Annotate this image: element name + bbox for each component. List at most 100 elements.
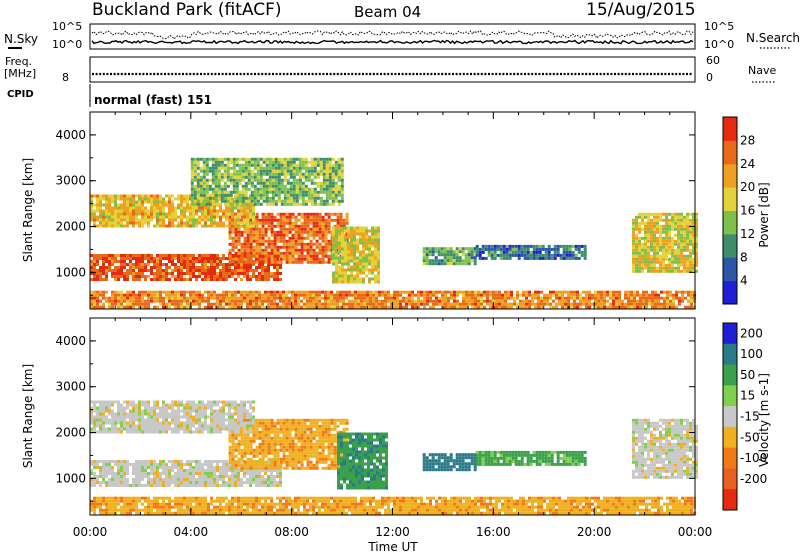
heatmap-cell <box>327 260 331 264</box>
heatmap-cell <box>138 203 141 207</box>
heatmap-cell <box>318 299 321 303</box>
heatmap-cell <box>505 250 509 254</box>
heatmap-cell <box>523 247 527 251</box>
heatmap-cell <box>537 302 540 306</box>
heatmap-cell <box>237 475 240 478</box>
heatmap-cell <box>219 272 222 275</box>
heatmap-cell <box>507 290 510 294</box>
heatmap-cell <box>285 293 288 297</box>
heatmap-cell <box>313 166 317 170</box>
heatmap-cell <box>285 248 289 252</box>
heatmap-cell <box>186 194 189 198</box>
heatmap-cell <box>93 254 96 257</box>
heatmap-cell <box>273 272 276 275</box>
heatmap-cell <box>222 475 225 478</box>
heatmap-cell <box>522 302 525 306</box>
heatmap-cell <box>129 221 132 225</box>
heatmap-cell <box>294 248 298 252</box>
heatmap-cell <box>690 302 693 306</box>
heatmap-cell <box>147 218 150 222</box>
heatmap-cell <box>288 251 292 255</box>
heatmap-cell <box>282 305 285 309</box>
heatmap-cell <box>280 169 284 173</box>
heatmap-cell <box>138 206 141 210</box>
heatmap-cell <box>464 256 468 260</box>
heatmap-cell <box>217 202 221 206</box>
heatmap-cell <box>165 305 168 309</box>
heatmap-cell <box>111 460 114 463</box>
heatmap-cell <box>249 203 252 207</box>
heatmap-cell <box>347 277 350 281</box>
heatmap-cell <box>189 290 192 294</box>
heatmap-cell <box>126 302 129 306</box>
heatmap-cell <box>662 239 665 243</box>
heatmap-cell <box>159 203 162 207</box>
heatmap-cell <box>210 263 213 266</box>
heatmap-cell <box>334 175 338 179</box>
heatmap-cell <box>307 178 311 182</box>
heatmap-cell <box>565 247 569 251</box>
heatmap-cell <box>267 475 270 478</box>
heatmap-cell <box>276 254 280 258</box>
heatmap-cell <box>105 299 108 303</box>
heatmap-cell <box>274 190 278 194</box>
heatmap-cell <box>201 254 204 257</box>
heatmap-cell <box>683 227 686 231</box>
heatmap-cell <box>144 254 147 257</box>
heatmap-cell <box>283 199 287 203</box>
heatmap-cell <box>189 263 192 266</box>
heatmap-cell <box>189 460 192 463</box>
heatmap-cell <box>96 224 99 228</box>
heatmap-cell <box>665 230 668 234</box>
heatmap-cell <box>347 235 350 239</box>
heatmap-cell <box>183 484 186 487</box>
heatmap-cell <box>689 254 692 258</box>
heatmap-cell <box>668 248 671 252</box>
heatmap-cell <box>583 247 587 251</box>
heatmap-cell <box>237 472 240 475</box>
heatmap-cell <box>93 472 96 475</box>
heatmap-cell <box>335 262 338 266</box>
heatmap-cell <box>668 221 671 225</box>
heatmap-cell <box>556 250 560 254</box>
heatmap-cell <box>108 472 111 475</box>
heatmap-cell <box>204 296 207 300</box>
heatmap-cell <box>467 253 471 257</box>
heatmap-cell <box>129 200 132 204</box>
heatmap-cell <box>231 239 235 243</box>
heatmap-cell <box>153 200 156 204</box>
heatmap-cell <box>232 190 236 194</box>
heatmap-cell <box>285 215 289 219</box>
heatmap-cell <box>228 451 232 455</box>
heatmap-cell <box>645 302 648 306</box>
heatmap-cell <box>99 466 102 469</box>
heatmap-cell <box>686 233 689 237</box>
heatmap-cell <box>177 460 180 463</box>
heatmap-cell <box>318 227 322 231</box>
heatmap-cell <box>641 257 644 261</box>
heatmap-cell <box>226 172 230 176</box>
heatmap-cell <box>123 305 126 309</box>
heatmap-cell <box>288 245 292 249</box>
heatmap-cell <box>544 256 548 260</box>
heatmap-cell <box>366 302 369 306</box>
heatmap-cell <box>159 266 162 269</box>
heatmap-cell <box>153 263 156 266</box>
heatmap-cell <box>440 262 444 266</box>
heatmap-cell <box>93 478 96 481</box>
heatmap-cell <box>325 196 329 200</box>
heatmap-cell <box>261 469 264 472</box>
heatmap-cell <box>338 235 341 239</box>
heatmap-cell <box>425 259 429 263</box>
heatmap-cell <box>574 247 578 251</box>
heatmap-cell <box>207 266 210 269</box>
heatmap-cell <box>301 190 305 194</box>
heatmap-cell <box>105 466 108 469</box>
heatmap-cell <box>231 463 235 467</box>
heatmap-cell <box>546 293 549 297</box>
heatmap-cell <box>180 200 183 204</box>
heatmap-cell <box>211 172 215 176</box>
heatmap-cell <box>90 212 93 216</box>
heatmap-cell <box>225 215 228 219</box>
heatmap-cell <box>368 241 371 245</box>
